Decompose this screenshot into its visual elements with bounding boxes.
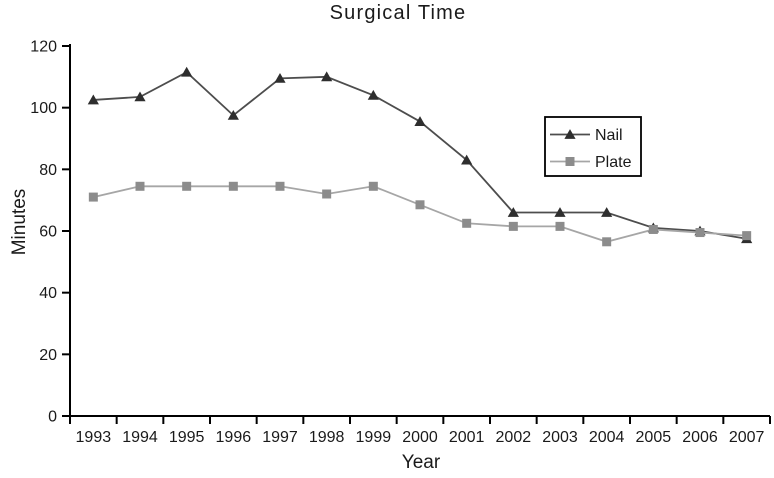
x-tick-label: 2006 (682, 429, 718, 446)
legend-entry-plate: Plate (550, 154, 632, 171)
triangle-marker (461, 154, 473, 165)
square-marker (182, 181, 192, 191)
legend-square-icon (565, 157, 575, 166)
x-axis-title: Year (402, 452, 441, 473)
series-nail-line (93, 71, 747, 240)
square-marker (228, 181, 238, 191)
triangle-marker (181, 66, 193, 77)
series-nail (87, 66, 753, 244)
square-marker (508, 221, 518, 231)
chart-title: Surgical Time (330, 2, 467, 24)
x-tick-label: 1996 (216, 429, 252, 446)
triangle-marker (227, 109, 239, 120)
square-marker (602, 237, 612, 247)
square-marker (648, 224, 658, 234)
y-tick-label: 100 (30, 100, 57, 117)
y-tick-label: 20 (39, 347, 57, 364)
x-tick-label: 2000 (402, 429, 438, 446)
x-tick-label: 2002 (496, 429, 532, 446)
x-tick-label: 2005 (636, 429, 672, 446)
y-tick-label: 60 (39, 224, 57, 241)
y-tick-label: 80 (39, 162, 57, 179)
square-marker (322, 189, 332, 199)
square-marker (742, 231, 752, 241)
axes: 0 20 40 60 80 100 120 1993 1994 1995 1996 1997 1998 1… (30, 39, 771, 446)
triangle-marker (414, 116, 426, 126)
square-marker (555, 221, 565, 231)
x-tick-label: 1999 (356, 429, 392, 446)
legend-triangle-icon (564, 129, 576, 139)
triangle-marker (554, 207, 566, 217)
x-tick-label: 1995 (169, 429, 205, 446)
triangle-marker (507, 207, 519, 217)
legend-label: Nail (595, 127, 623, 144)
square-marker (695, 228, 705, 238)
square-marker (275, 181, 285, 191)
y-axis-title: Minutes (9, 189, 30, 256)
legend: Nail Plate (544, 116, 642, 177)
triangle-marker (601, 207, 613, 217)
square-marker (368, 181, 378, 191)
triangle-marker (321, 71, 333, 82)
legend-label: Plate (595, 154, 632, 171)
series-lines (87, 66, 753, 247)
x-tick-label: 1994 (122, 429, 158, 446)
x-tick-label: 2004 (589, 429, 625, 446)
square-marker (88, 192, 98, 202)
x-tick-label: 2003 (542, 429, 578, 446)
triangle-marker (134, 91, 146, 102)
triangle-marker (274, 72, 286, 83)
triangle-marker (367, 89, 379, 100)
y-tick-label: 120 (30, 39, 57, 56)
series-plate (88, 181, 752, 247)
triangle-marker (87, 94, 99, 105)
legend-box (544, 116, 642, 177)
square-marker (135, 181, 145, 191)
legend-entry-nail: Nail (550, 127, 623, 144)
y-tick-label: 0 (48, 409, 57, 426)
x-tick-label: 1997 (262, 429, 298, 446)
x-tick-label: 1993 (76, 429, 112, 446)
x-tick-label: 2007 (729, 429, 765, 446)
x-tick-label: 1998 (309, 429, 345, 446)
y-tick-label: 40 (39, 285, 57, 302)
square-marker (415, 200, 425, 210)
square-marker (462, 218, 472, 228)
series-plate-line (93, 185, 747, 243)
x-tick-label: 2001 (449, 429, 485, 446)
